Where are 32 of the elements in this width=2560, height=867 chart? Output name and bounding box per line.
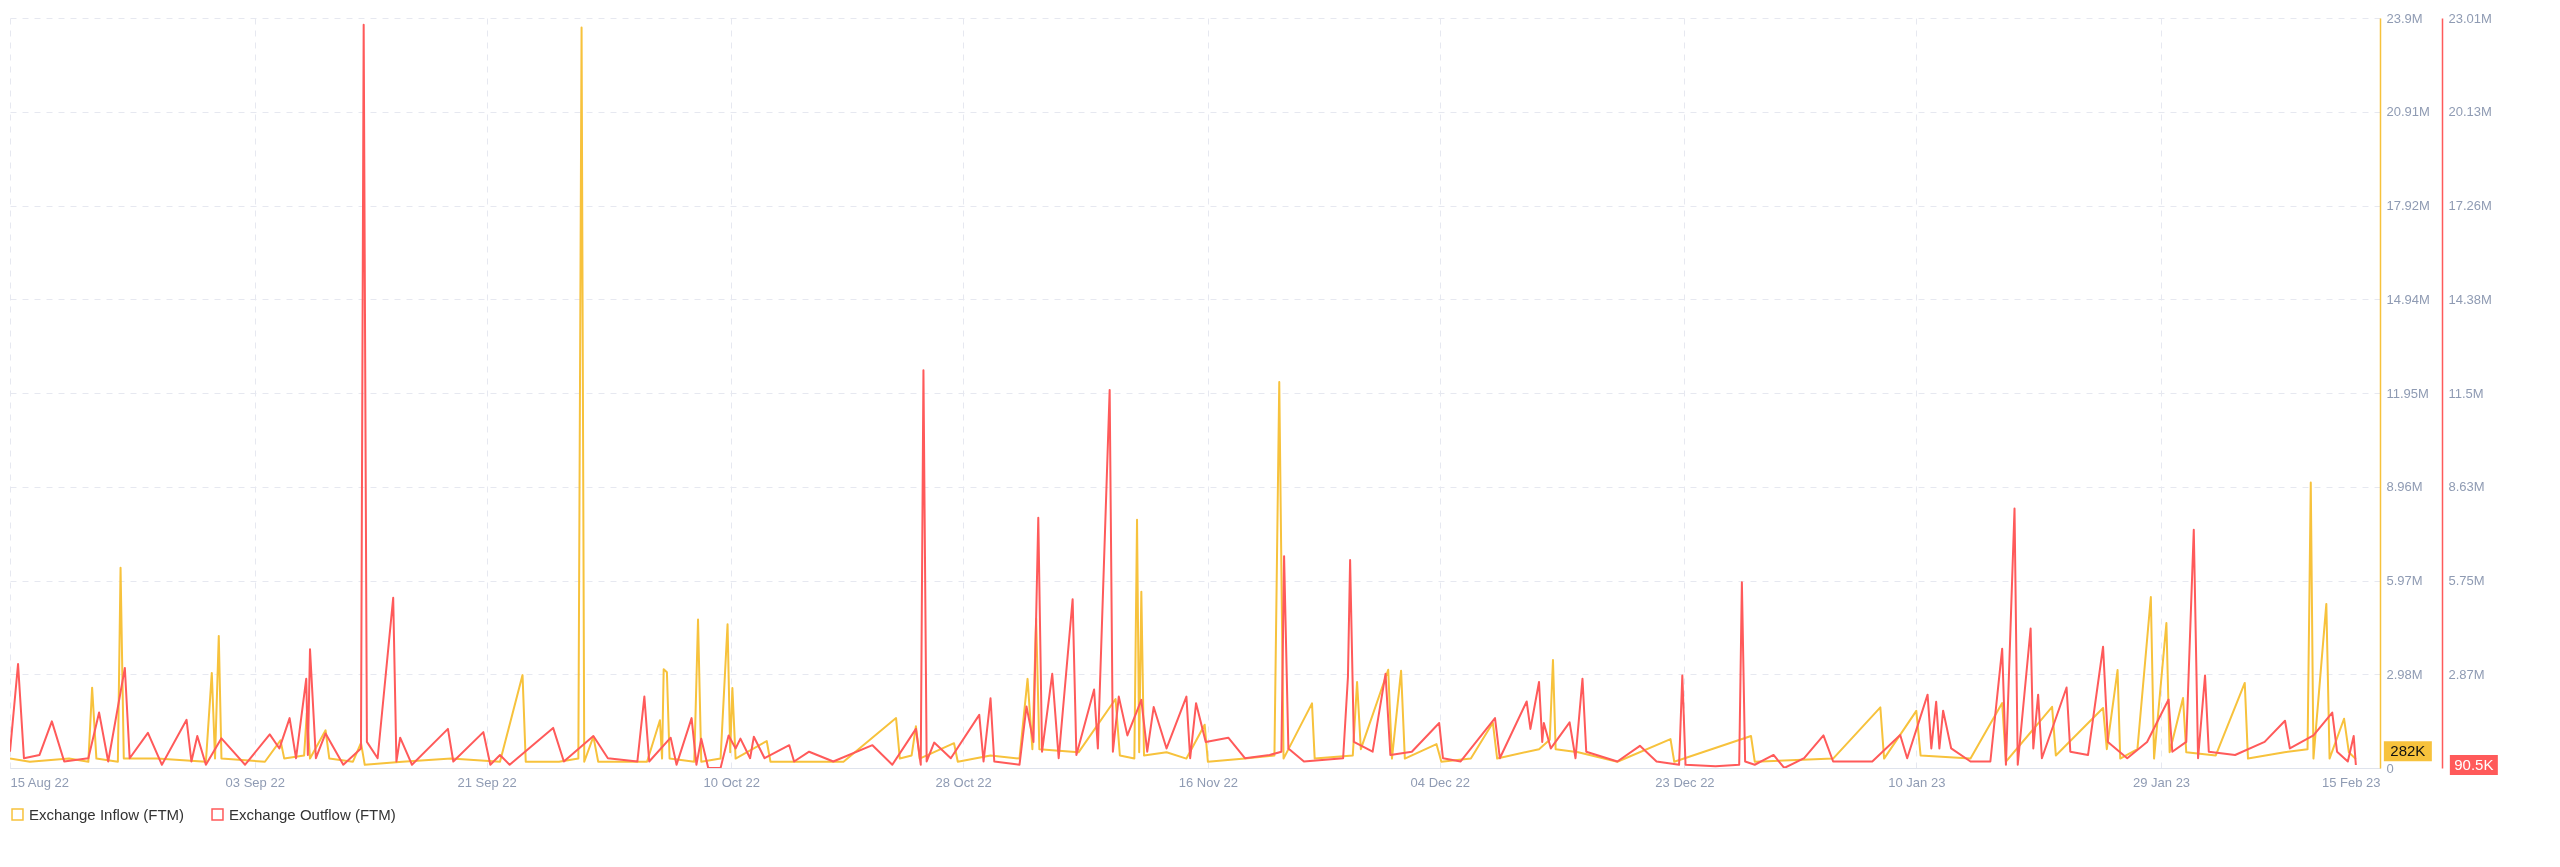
y-tick-label: 14.94M: [2386, 291, 2430, 307]
legend-label: Exchange Outflow (FTM): [229, 805, 396, 823]
y2-tick-label: 17.26M: [2448, 197, 2492, 213]
y-tick-label: 20.91M: [2386, 104, 2430, 120]
y2-tick-label: 23.01M: [2448, 10, 2492, 26]
x-tick-label: 15 Feb 23: [2321, 774, 2381, 790]
x-tick-label: 29 Jan 23: [2132, 774, 2191, 790]
text: 90.5K: [2454, 756, 2494, 774]
y-tick-label: 2.98M: [2386, 666, 2423, 682]
text: 282K: [2390, 742, 2426, 760]
x-tick-label: 15 Aug 22: [10, 774, 70, 790]
x-tick-label: 04 Dec 22: [1410, 774, 1470, 790]
x-tick-label: 28 Oct 22: [935, 774, 992, 790]
x-tick-label: 21 Sep 22: [457, 774, 517, 790]
y-tick-label: 8.96M: [2386, 479, 2423, 495]
x-tick-label: 03 Sep 22: [225, 774, 285, 790]
x-tick-label: 23 Dec 22: [1655, 774, 1715, 790]
y2-tick-label: 14.38M: [2448, 291, 2492, 307]
x-tick-label: 16 Nov 22: [1178, 774, 1239, 790]
y-tick-label: 11.95M: [2386, 385, 2429, 401]
y-tick-label: 5.97M: [2386, 573, 2423, 589]
y2-tick-label: 20.13M: [2448, 104, 2492, 120]
y2-tick-label: 8.63M: [2448, 479, 2485, 495]
y-tick-label: 0: [2386, 760, 2394, 776]
y-tick-label: 23.9M: [2386, 10, 2423, 26]
y2-tick-label: 2.87M: [2448, 666, 2485, 682]
legend-label: Exchange Inflow (FTM): [29, 805, 185, 823]
y2-tick-label: 11.5M: [2448, 385, 2484, 401]
y2-tick-label: 5.75M: [2448, 573, 2485, 589]
x-tick-label: 10 Oct 22: [703, 774, 760, 790]
x-tick-label: 10 Jan 23: [1888, 774, 1946, 790]
y-tick-label: 17.92M: [2386, 198, 2430, 214]
